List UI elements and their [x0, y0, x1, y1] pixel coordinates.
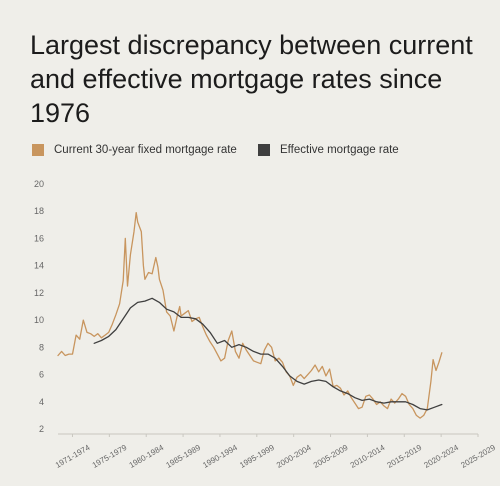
y-tick-label: 4	[39, 397, 44, 407]
legend-item-effective-rate: Effective mortgage rate	[258, 144, 399, 156]
series-line-current-rate	[57, 211, 443, 419]
x-tick-label: 1995-1999	[238, 443, 276, 470]
x-tick-label: 1975-1979	[91, 443, 129, 470]
x-tick-label: 2000-2004	[275, 443, 313, 470]
legend: Current 30-year fixed mortgage rate Effe…	[32, 144, 492, 160]
series-line-effective-rate	[93, 297, 443, 411]
y-tick-label: 6	[39, 370, 44, 380]
y-tick-label: 20	[34, 179, 44, 189]
legend-swatch-current-rate	[32, 144, 44, 156]
legend-label-effective-rate: Effective mortgage rate	[280, 144, 399, 156]
y-tick-label: 8	[39, 342, 44, 352]
x-tick-label: 1980-1984	[128, 443, 166, 470]
y-tick-label: 2	[39, 424, 44, 434]
legend-item-current-rate: Current 30-year fixed mortgage rate	[32, 144, 237, 156]
chart-title: Largest discrepancy between current and …	[30, 30, 473, 128]
legend-label-current-rate: Current 30-year fixed mortgage rate	[54, 144, 237, 156]
y-tick-label: 14	[34, 261, 44, 271]
x-tick-label: 1985-1989	[164, 443, 202, 470]
y-tick-label: 18	[34, 206, 44, 216]
x-tick-label: 2015-2019	[386, 443, 424, 470]
y-tick-label: 10	[34, 315, 44, 325]
x-tick-label: 1971-1974	[54, 443, 92, 470]
legend-swatch-effective-rate	[258, 144, 270, 156]
x-tick-label: 1990-1994	[201, 443, 239, 470]
y-tick-label: 12	[34, 288, 44, 298]
x-tick-label: 2005-2009	[312, 443, 350, 470]
x-tick-label: 2020-2024	[422, 443, 460, 470]
x-tick-label: 2025-2029	[459, 443, 497, 470]
x-tick-label: 2010-2014	[349, 443, 387, 470]
y-tick-label: 16	[34, 233, 44, 243]
